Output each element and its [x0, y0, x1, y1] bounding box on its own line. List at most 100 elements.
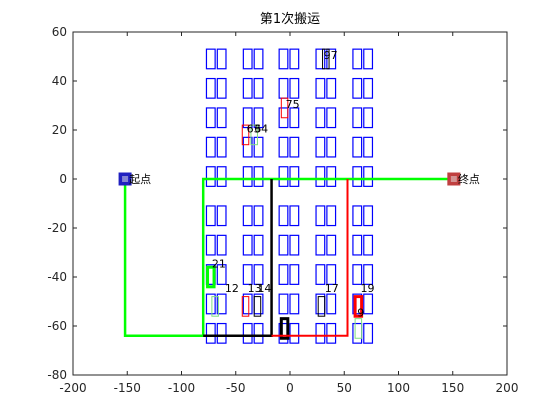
shelf-rect — [242, 77, 253, 99]
shelf-rect — [363, 107, 374, 129]
shelf-rect — [289, 77, 300, 99]
item-label: 9 — [357, 306, 364, 319]
shelf-rect — [326, 234, 337, 256]
shelf-rect — [289, 48, 300, 70]
shelf-rect — [253, 322, 264, 344]
axes: -200 -150 -100 -50 0 50 100 150 200-80-60-40-200… — [47, 25, 518, 395]
shelf-rect — [278, 264, 289, 285]
x-tick-label: 0 — [286, 381, 294, 395]
chart-title: 第1次搬运 — [260, 11, 320, 27]
shelf-rect — [278, 48, 289, 70]
item-mark — [279, 317, 290, 340]
y-tick-label: 0 — [59, 172, 67, 186]
item-mark — [280, 97, 289, 119]
shelf-rect — [289, 234, 300, 256]
item-mark — [250, 124, 258, 146]
item-label: 12 — [225, 282, 239, 295]
shelf-rect — [326, 166, 337, 187]
y-tick-label: -80 — [47, 368, 67, 382]
shelf-rect — [289, 166, 300, 187]
shelf-rect — [363, 322, 374, 344]
shelf-rect — [326, 293, 337, 315]
shelf-rect — [363, 293, 374, 315]
shelf-rect — [242, 205, 253, 227]
shelf-rect — [278, 205, 289, 227]
shelf-rect — [363, 264, 374, 285]
item-label: 75 — [286, 98, 300, 111]
shelf-rect — [253, 77, 264, 99]
shelf-grid — [205, 48, 374, 344]
shelf-rect — [363, 77, 374, 99]
x-tick-label: -100 — [168, 381, 195, 395]
item-label: 63 — [247, 123, 261, 136]
shelf-rect — [216, 48, 227, 70]
shelf-rect — [289, 264, 300, 285]
shelf-rect — [253, 205, 264, 227]
item-mark — [322, 48, 330, 70]
item-mark — [241, 124, 250, 146]
shelf-rect — [278, 234, 289, 256]
end-label: 终点 — [458, 172, 480, 186]
item-label: 14 — [257, 282, 271, 295]
shelf-rect — [242, 234, 253, 256]
shelf-rect — [242, 48, 253, 70]
shelf-rect — [352, 322, 363, 344]
shelf-rect — [315, 264, 326, 285]
shelf-rect — [315, 322, 326, 344]
y-tick-label: -60 — [47, 319, 67, 333]
shelf-rect — [253, 107, 264, 129]
shelf-rect — [205, 107, 216, 129]
route-endpoints: 起点 终点 — [118, 172, 480, 186]
shelf-rect — [242, 166, 253, 187]
x-tick-label: 200 — [496, 381, 519, 395]
shelf-rect — [205, 48, 216, 70]
shelf-rect — [363, 136, 374, 158]
shelf-rect — [326, 205, 337, 227]
shelf-rect — [216, 205, 227, 227]
shelf-rect — [326, 136, 337, 158]
shelf-rect — [242, 136, 253, 158]
shelf-rect — [278, 166, 289, 187]
shelf-rect — [326, 322, 337, 344]
shelf-rect — [289, 205, 300, 227]
route-red — [271, 179, 349, 337]
shelf-rect — [289, 293, 300, 315]
shelf-rect — [205, 77, 216, 99]
shelf-rect — [352, 107, 363, 129]
shelf-rect — [326, 48, 337, 70]
y-tick-label: 60 — [52, 25, 67, 39]
item-label: 17 — [325, 282, 339, 295]
item-mark — [354, 318, 363, 339]
shelf-rect — [216, 77, 227, 99]
x-tick-label: -50 — [226, 381, 246, 395]
shelf-rect — [278, 136, 289, 158]
shelf-rect — [216, 234, 227, 256]
shelf-rect — [315, 77, 326, 99]
y-tick-label: 40 — [52, 74, 67, 88]
x-tick-label: 100 — [387, 381, 410, 395]
item-label: 13 — [248, 282, 262, 295]
item-label: 19 — [361, 282, 375, 295]
shelf-rect — [352, 264, 363, 285]
item-mark — [317, 296, 326, 317]
item-mark — [353, 295, 364, 318]
item-mark — [253, 296, 262, 317]
shelf-rect — [315, 48, 326, 70]
shelf-rect — [242, 322, 253, 344]
shelf-rect — [352, 205, 363, 227]
shelf-rect — [352, 234, 363, 256]
shelf-rect — [315, 107, 326, 129]
y-tick-label: -20 — [47, 221, 67, 235]
shelf-rect — [352, 136, 363, 158]
shelf-rect — [216, 264, 227, 285]
route-lines — [123, 177, 454, 338]
shelf-rect — [205, 234, 216, 256]
shelf-rect — [205, 293, 216, 315]
shelf-rect — [326, 77, 337, 99]
shelf-rect — [278, 77, 289, 99]
x-tick-label: -200 — [59, 381, 86, 395]
shelf-rect — [216, 136, 227, 158]
y-tick-label: 20 — [52, 123, 67, 137]
shelf-rect — [352, 48, 363, 70]
